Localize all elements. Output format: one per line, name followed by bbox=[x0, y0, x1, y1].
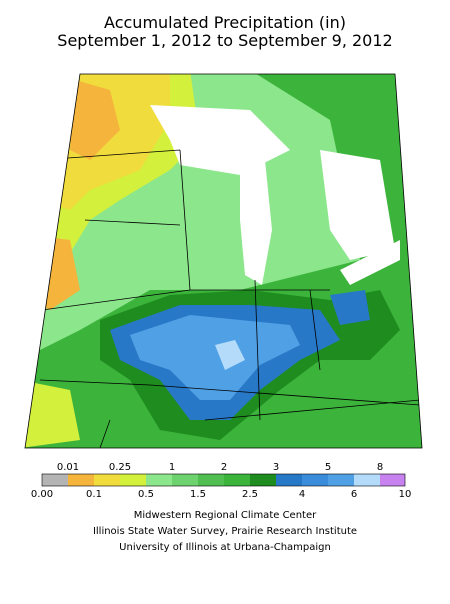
legend-upper-labels: 0.01 0.25 1 2 3 5 8 bbox=[57, 462, 383, 473]
legend-label: 3 bbox=[273, 462, 279, 473]
legend-label: 2.5 bbox=[242, 489, 258, 500]
legend-label: 5 bbox=[325, 462, 331, 473]
lake-michigan bbox=[240, 160, 272, 285]
mid-blue-area bbox=[130, 315, 300, 400]
legend: 0.01 0.25 1 2 3 5 8 0.00 0.1 0.5 1.5 2.5 4 6 10 bbox=[31, 462, 412, 500]
legend-label: 6 bbox=[351, 489, 357, 500]
map bbox=[24, 73, 423, 449]
credit-line: Midwestern Regional Climate Center bbox=[134, 510, 317, 521]
blue-area-ohio bbox=[330, 290, 370, 325]
title-line1: Accumulated Precipitation (in) bbox=[104, 13, 346, 32]
legend-label: 8 bbox=[377, 462, 383, 473]
orange-area bbox=[70, 80, 120, 160]
light-blue-area bbox=[215, 340, 245, 370]
legend-label: 0.5 bbox=[138, 489, 154, 500]
legend-label: 10 bbox=[399, 489, 412, 500]
lake-erie bbox=[340, 240, 400, 285]
legend-label: 4 bbox=[299, 489, 305, 500]
legend-label: 0.00 bbox=[31, 489, 53, 500]
legend-label: 0.25 bbox=[109, 462, 131, 473]
legend-label: 2 bbox=[221, 462, 227, 473]
lake-superior bbox=[150, 105, 290, 175]
credit-line: University of Illinois at Urbana-Champai… bbox=[119, 542, 331, 553]
legend-label: 1.5 bbox=[190, 489, 206, 500]
legend-label: 1 bbox=[169, 462, 175, 473]
legend-bar bbox=[41, 473, 406, 487]
legend-label: 0.1 bbox=[86, 489, 102, 500]
state-lines bbox=[39, 149, 421, 448]
title-line2: September 1, 2012 to September 9, 2012 bbox=[57, 31, 392, 50]
legend-label: 0.01 bbox=[57, 462, 79, 473]
legend-lower-labels: 0.00 0.1 0.5 1.5 2.5 4 6 10 bbox=[31, 489, 412, 500]
credit-line: Illinois State Water Survey, Prairie Res… bbox=[93, 526, 357, 537]
lake-huron-and-beyond bbox=[320, 150, 395, 260]
yellow-green-south bbox=[25, 380, 80, 448]
map-frame bbox=[24, 73, 423, 449]
